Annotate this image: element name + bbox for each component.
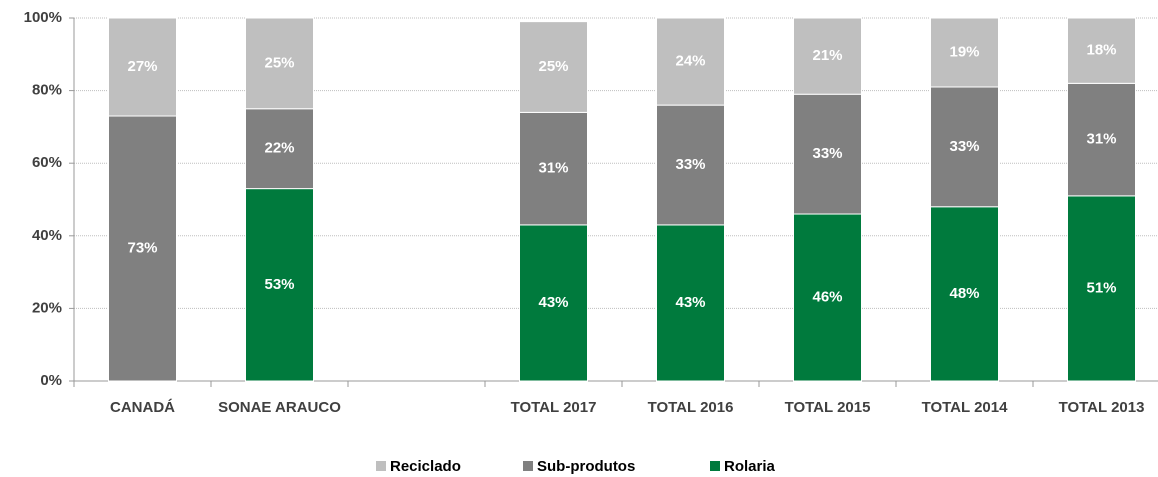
bar-segment <box>793 17 862 95</box>
data-label: 33% <box>949 138 979 155</box>
data-label: 43% <box>538 294 568 311</box>
bar-segment <box>519 21 588 113</box>
bar-segment <box>656 104 725 226</box>
bar-segment <box>1067 195 1136 382</box>
bar-segment <box>656 224 725 382</box>
data-label: 33% <box>812 145 842 162</box>
y-tick-label: 60% <box>32 154 62 171</box>
bar-segment <box>519 111 588 226</box>
bar-segment <box>245 17 314 110</box>
data-label: 53% <box>264 276 294 293</box>
bar-segment <box>930 86 999 208</box>
data-label: 73% <box>127 239 157 256</box>
data-label: 25% <box>264 54 294 71</box>
legend-swatch <box>376 461 386 471</box>
bar-segment <box>245 188 314 382</box>
data-label: 21% <box>812 47 842 64</box>
legend-swatch <box>523 461 533 471</box>
y-tick-label: 100% <box>24 9 62 26</box>
y-tick-label: 80% <box>32 82 62 99</box>
y-tick-label: 40% <box>32 227 62 244</box>
data-label: 31% <box>538 160 568 177</box>
bar-segment <box>656 17 725 106</box>
bar-segment <box>1067 82 1136 197</box>
bar-segment <box>793 93 862 215</box>
bar-segment <box>245 108 314 190</box>
legend-swatch <box>710 461 720 471</box>
data-label: 24% <box>675 53 705 70</box>
x-tick-label: TOTAL 2013 <box>1059 399 1145 416</box>
y-tick-label: 0% <box>40 372 62 389</box>
data-label: 19% <box>949 43 979 60</box>
x-tick-label: TOTAL 2014 <box>922 399 1009 416</box>
x-tick-label: CANADÁ <box>110 399 175 416</box>
bar-segment <box>793 213 862 382</box>
data-label: 31% <box>1086 131 1116 148</box>
y-tick-label: 20% <box>32 299 62 316</box>
data-label: 51% <box>1086 279 1116 296</box>
data-label: 27% <box>127 58 157 75</box>
data-label: 46% <box>812 288 842 305</box>
data-label: 48% <box>949 285 979 302</box>
bar-segment <box>1067 17 1136 84</box>
legend-label: Rolaria <box>724 458 776 475</box>
data-label: 18% <box>1086 42 1116 59</box>
x-tick-label: TOTAL 2017 <box>511 399 597 416</box>
legend-label: Sub-produtos <box>537 458 635 475</box>
x-tick-label: TOTAL 2016 <box>648 399 734 416</box>
data-label: 25% <box>538 58 568 75</box>
data-label: 22% <box>264 140 294 157</box>
bar-segment <box>108 115 177 382</box>
bar-segment <box>930 17 999 88</box>
data-label: 33% <box>675 156 705 173</box>
x-tick-label: SONAE ARAUCO <box>218 399 341 416</box>
bar-segment <box>930 206 999 382</box>
data-label: 43% <box>675 294 705 311</box>
legend-label: Reciclado <box>390 458 461 475</box>
bar-segment <box>108 17 177 117</box>
x-tick-label: TOTAL 2015 <box>785 399 871 416</box>
